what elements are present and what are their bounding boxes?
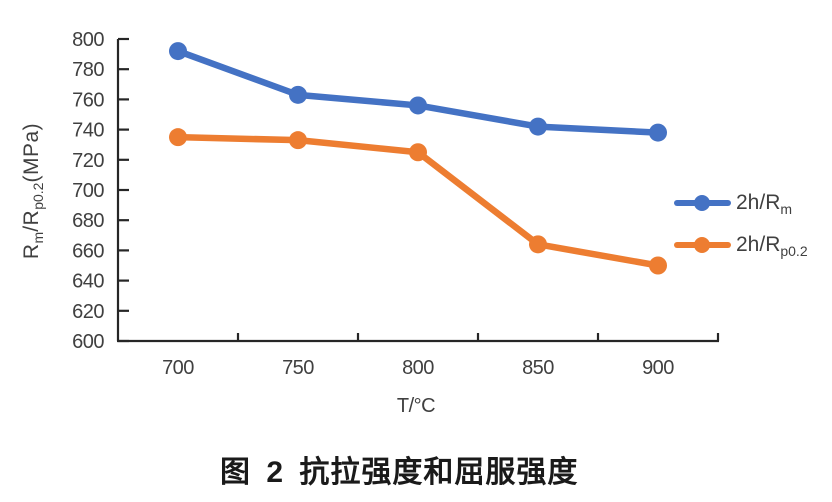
y-axis-title-text: Rm/Rp0.2(MPa) <box>20 122 46 260</box>
y-tick-label: 640 <box>72 271 104 293</box>
x-tick-label: 750 <box>282 357 314 379</box>
legend-label-rm: 2h/Rm <box>736 191 793 217</box>
x-axis-title: T/°C <box>397 395 435 417</box>
y-axis-title: Rm/Rp0.2(MPa) <box>17 57 47 325</box>
x-tick-label: 800 <box>402 357 434 379</box>
series-marker-1 <box>409 143 427 162</box>
legend-line-marker-rm <box>674 194 731 212</box>
series-marker-1 <box>649 256 667 275</box>
x-tick-label: 900 <box>642 357 674 379</box>
series-marker-0 <box>169 42 187 61</box>
y-tick-label: 600 <box>72 331 104 353</box>
y-tick-label: 780 <box>72 59 104 81</box>
figure-caption: 图 2 抗拉强度和屈服强度 <box>220 456 579 489</box>
series-marker-1 <box>529 235 547 254</box>
series-marker-0 <box>289 85 307 104</box>
y-tick-label: 740 <box>72 120 104 142</box>
series-marker-1 <box>169 128 187 147</box>
y-tick-label: 720 <box>72 150 104 172</box>
series-marker-0 <box>649 123 667 142</box>
y-tick-label: 620 <box>72 301 104 323</box>
legend: 2h/Rm 2h/Rp0.2 <box>674 191 808 275</box>
legend-dot-rp02 <box>694 237 710 253</box>
y-tick-label: 680 <box>72 210 104 232</box>
series-marker-0 <box>409 96 427 115</box>
y-tick-label: 800 <box>72 29 104 51</box>
y-tick-label: 660 <box>72 240 104 262</box>
legend-dot-rm <box>694 195 710 211</box>
series-marker-1 <box>289 131 307 150</box>
series-line-0 <box>174 47 662 136</box>
legend-line-marker-rp02 <box>674 236 731 254</box>
y-tick-label: 700 <box>72 180 104 202</box>
y-tick-label: 760 <box>72 89 104 111</box>
x-tick-label: 850 <box>522 357 554 379</box>
series-marker-0 <box>529 117 547 136</box>
legend-item-rp02: 2h/Rp0.2 <box>674 233 808 259</box>
x-tick-label: 700 <box>162 357 194 379</box>
legend-label-rp02: 2h/Rp0.2 <box>736 233 808 259</box>
legend-item-rm: 2h/Rm <box>674 191 808 217</box>
line-chart: 600 620 640 660 680 700 720 740 760 780 800 700 750 8… <box>72 29 720 417</box>
